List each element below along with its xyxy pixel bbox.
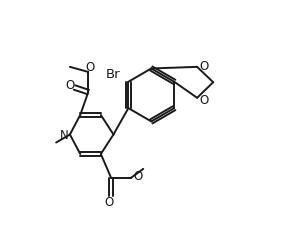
Text: O: O: [86, 61, 95, 74]
Text: O: O: [133, 169, 142, 182]
Text: Br: Br: [105, 67, 120, 80]
Text: O: O: [200, 59, 209, 72]
Text: N: N: [60, 128, 69, 141]
Text: O: O: [65, 79, 74, 92]
Text: O: O: [200, 94, 209, 107]
Text: O: O: [105, 195, 114, 208]
